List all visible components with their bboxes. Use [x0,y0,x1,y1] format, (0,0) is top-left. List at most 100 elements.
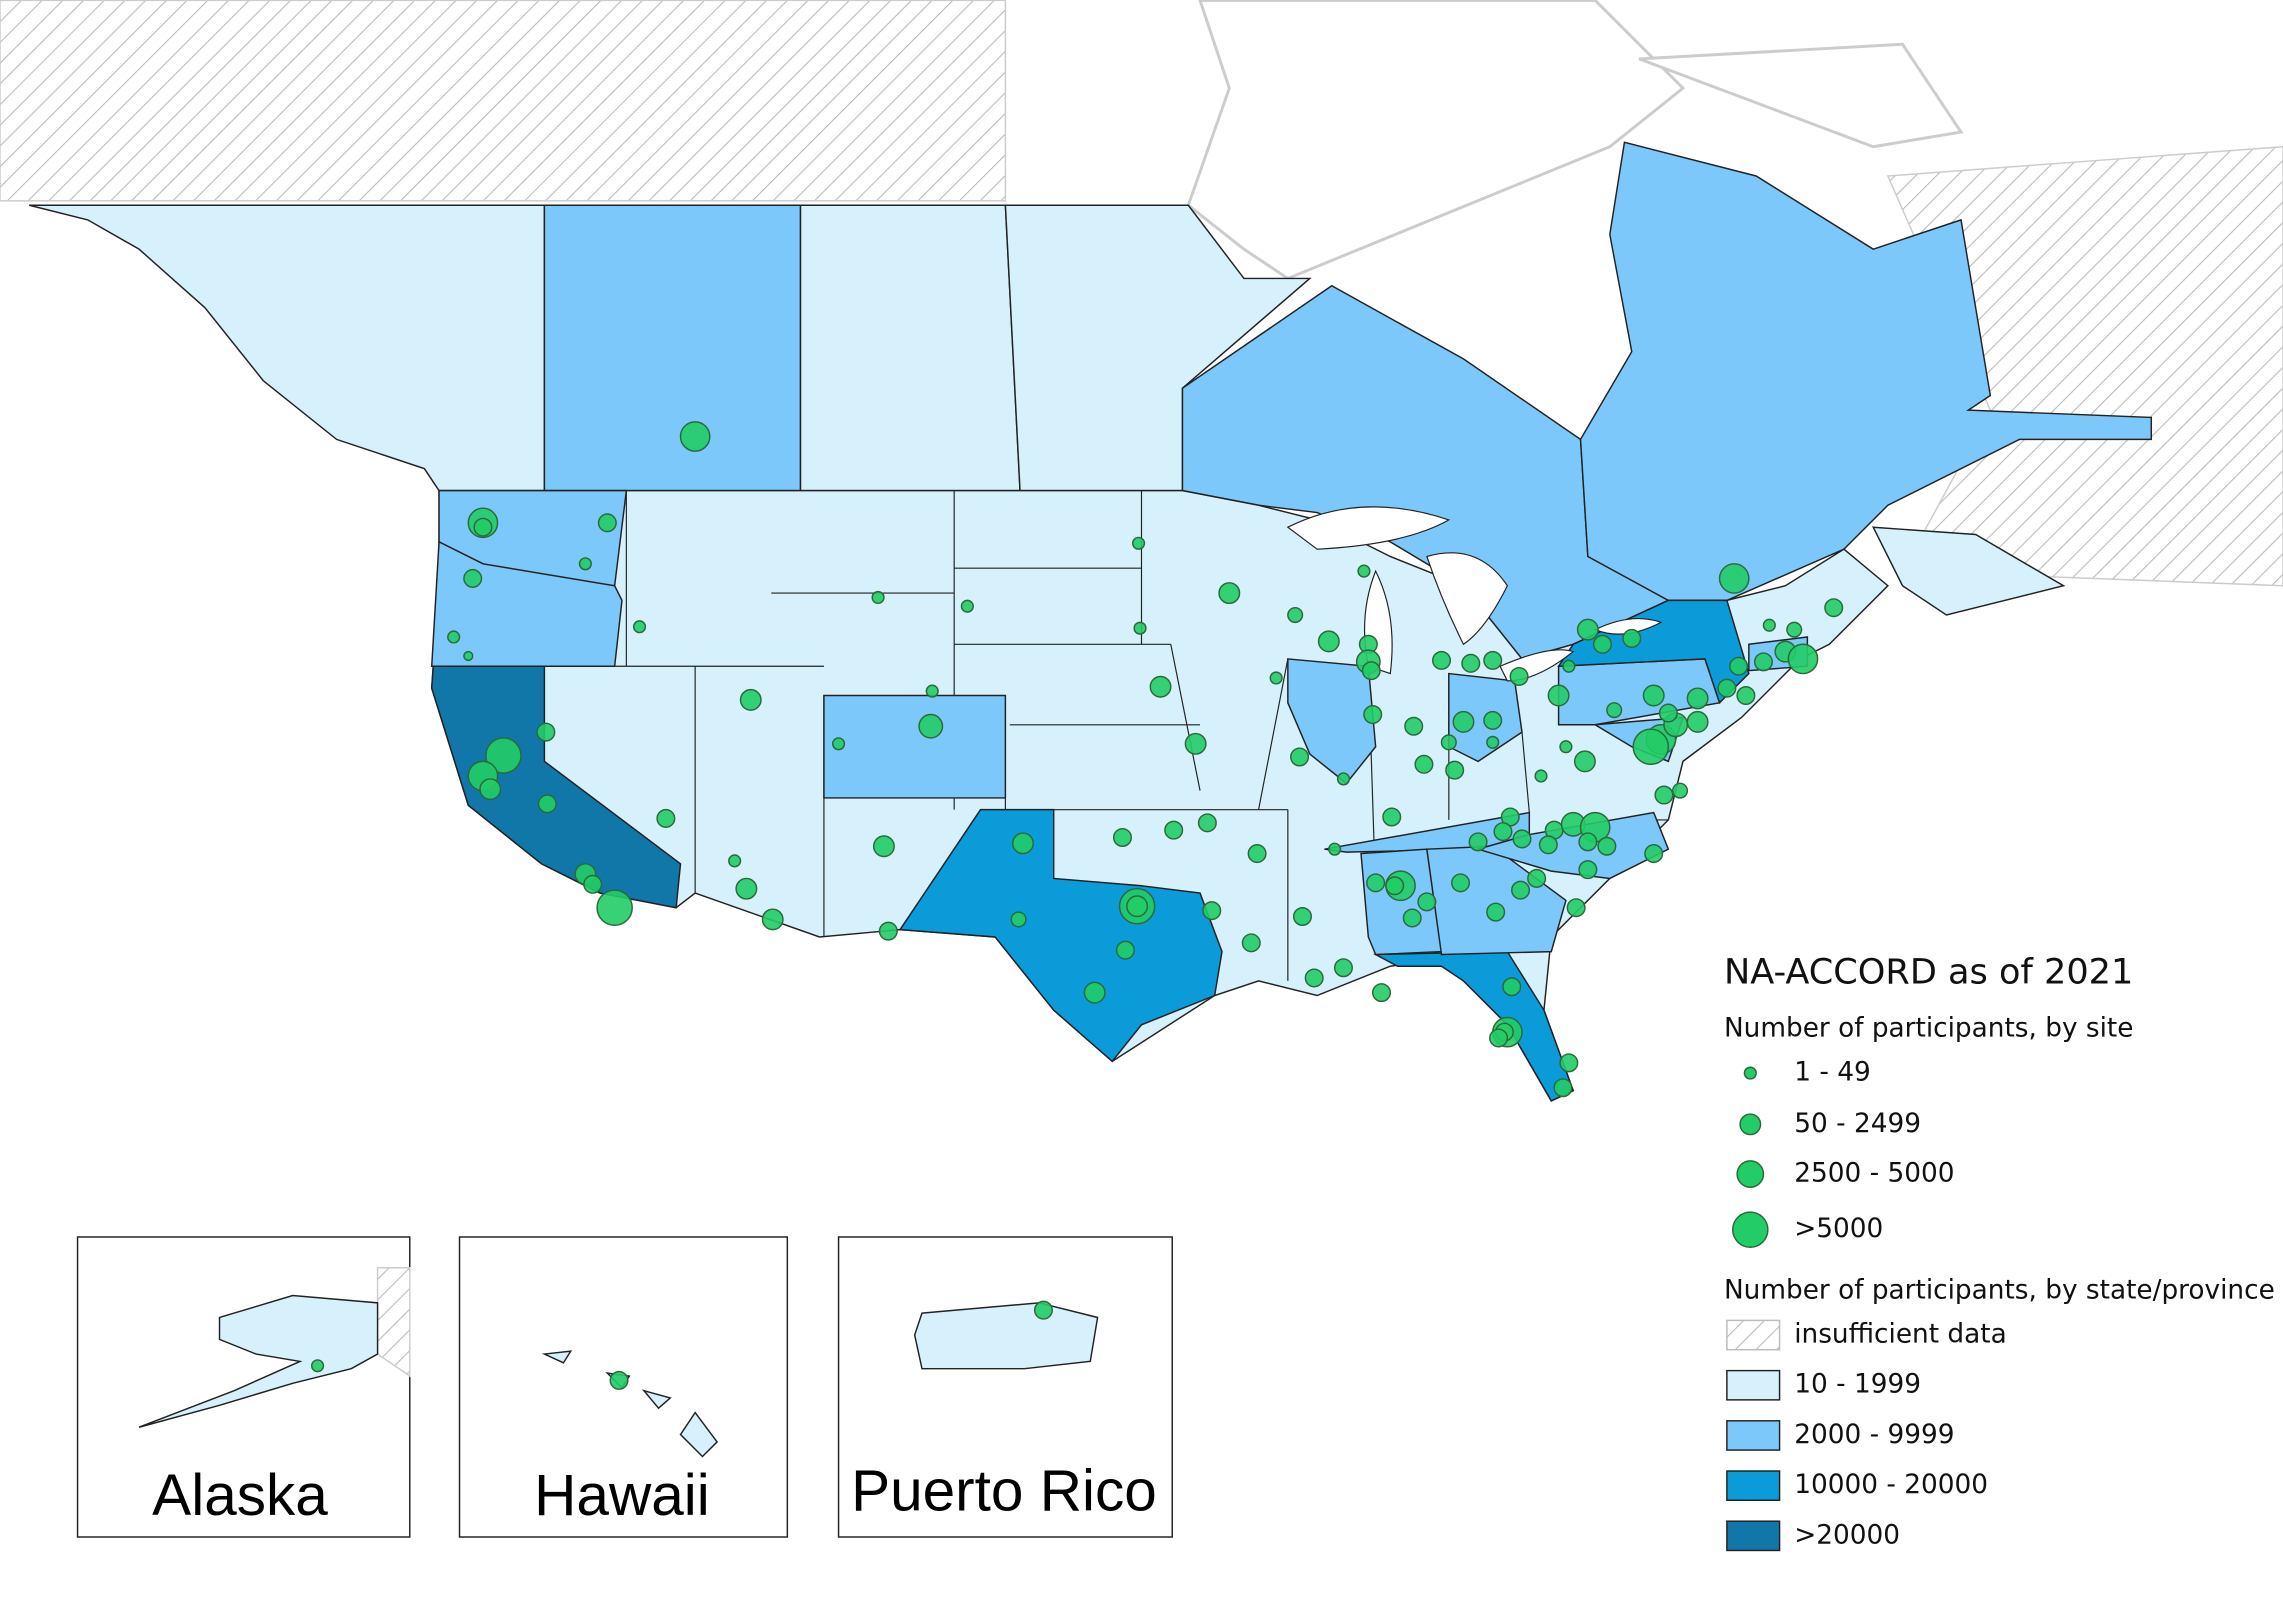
site-dot [1366,873,1386,893]
site-dot [872,835,895,858]
inset-puerto-rico: Puerto Rico [837,1236,1173,1538]
site-dot [1363,705,1383,725]
site-dot [479,778,502,801]
site-dot [1404,716,1424,736]
site-dot [537,794,557,814]
legend-label: 2000 - 9999 [1794,1420,1954,1450]
legend-title: NA-ACCORD as of 2021 [1724,952,2133,993]
site-dot [1559,740,1573,754]
site-dot [1304,968,1324,988]
site-dot [1729,656,1749,676]
legend-label: 50 - 2499 [1794,1109,1921,1139]
site-dot [1493,822,1513,842]
site-dot [1606,702,1623,719]
state [541,1350,573,1364]
inset-frame [837,1236,1173,1538]
site-dot [632,620,647,634]
site-dot [1562,659,1576,673]
site-dot [1112,827,1132,847]
site-dot [1483,650,1503,670]
site-dot [1382,807,1402,827]
site-dot [1787,643,1819,675]
state [823,694,1007,799]
province [1872,526,2066,616]
site-dot [1578,832,1598,852]
site-dot [1241,933,1261,953]
site-dot [536,722,556,742]
site-dot [1753,652,1773,672]
site-dot [1445,760,1465,780]
legend-swatch [1726,1470,1781,1501]
site-dot [1622,628,1642,648]
legend-heading: Number of participants, by state/provinc… [1724,1276,2275,1306]
site-dot [609,1370,629,1390]
site-dot [735,877,758,900]
province [29,204,546,492]
site-dot [761,908,784,931]
site-dot [1824,598,1844,618]
site-dot [1538,835,1558,855]
site-dot [1762,618,1776,632]
legend-dot [1736,1160,1765,1188]
state [1372,950,1575,1102]
site-dot [473,517,493,537]
legend-label: 2500 - 5000 [1794,1159,1954,1189]
province [543,204,802,492]
site-dot [1511,880,1531,900]
site-dot [1011,832,1034,855]
site-dot [1361,661,1381,681]
site-dot [596,889,633,927]
inset-label: Hawaii [534,1463,710,1528]
site-dot [1290,747,1310,767]
site-dot [1115,940,1135,960]
site-dot [1269,671,1283,685]
site-dot [1452,710,1475,733]
site-dot [1197,813,1217,833]
site-dot [1718,563,1750,594]
site-dot [1486,902,1506,922]
state [898,808,1223,1063]
site-dot [1333,958,1353,978]
site-dot [1512,829,1532,849]
site-dot [871,590,885,605]
site-dot [1440,734,1457,751]
state [913,1302,1099,1370]
legend-dot [1732,1211,1769,1248]
site-dot [918,713,944,739]
arctic-land [1638,42,1964,149]
site-dot [1486,735,1500,749]
legend: NA-ACCORD as of 2021 Number of participa… [1724,952,2275,1552]
site-dot [1131,536,1146,550]
site-dot [1592,634,1613,654]
site-dot [1642,684,1665,707]
site-dot [1534,769,1548,783]
site-dot [1417,892,1437,912]
legend-dot [1739,1113,1762,1136]
site-dot [1385,876,1405,896]
legend-label: 10000 - 20000 [1794,1470,1988,1500]
legend-swatch [1726,1369,1781,1401]
site-dot [831,737,846,751]
state [138,1294,379,1428]
site-dot [1502,977,1522,997]
site-dot [1402,908,1422,928]
site-dot [1202,901,1222,921]
inset-alaska: Alaska [76,1236,411,1538]
site-dot [739,688,762,711]
site-dot [656,808,676,828]
state [430,665,682,909]
site-dot [1317,630,1340,653]
site-dot [1632,728,1670,766]
site-dot [463,568,483,588]
site-dot [1357,564,1371,578]
site-dot [1461,653,1481,673]
legend-dot [1743,1066,1757,1080]
site-dot [1717,678,1737,698]
site-dot [1566,898,1586,918]
site-dot [1686,687,1709,710]
site-dot [1328,842,1342,856]
legend-label: >5000 [1794,1214,1883,1244]
legend-heading: Number of participants, by site [1724,1014,2134,1044]
site-dot [1672,782,1689,799]
